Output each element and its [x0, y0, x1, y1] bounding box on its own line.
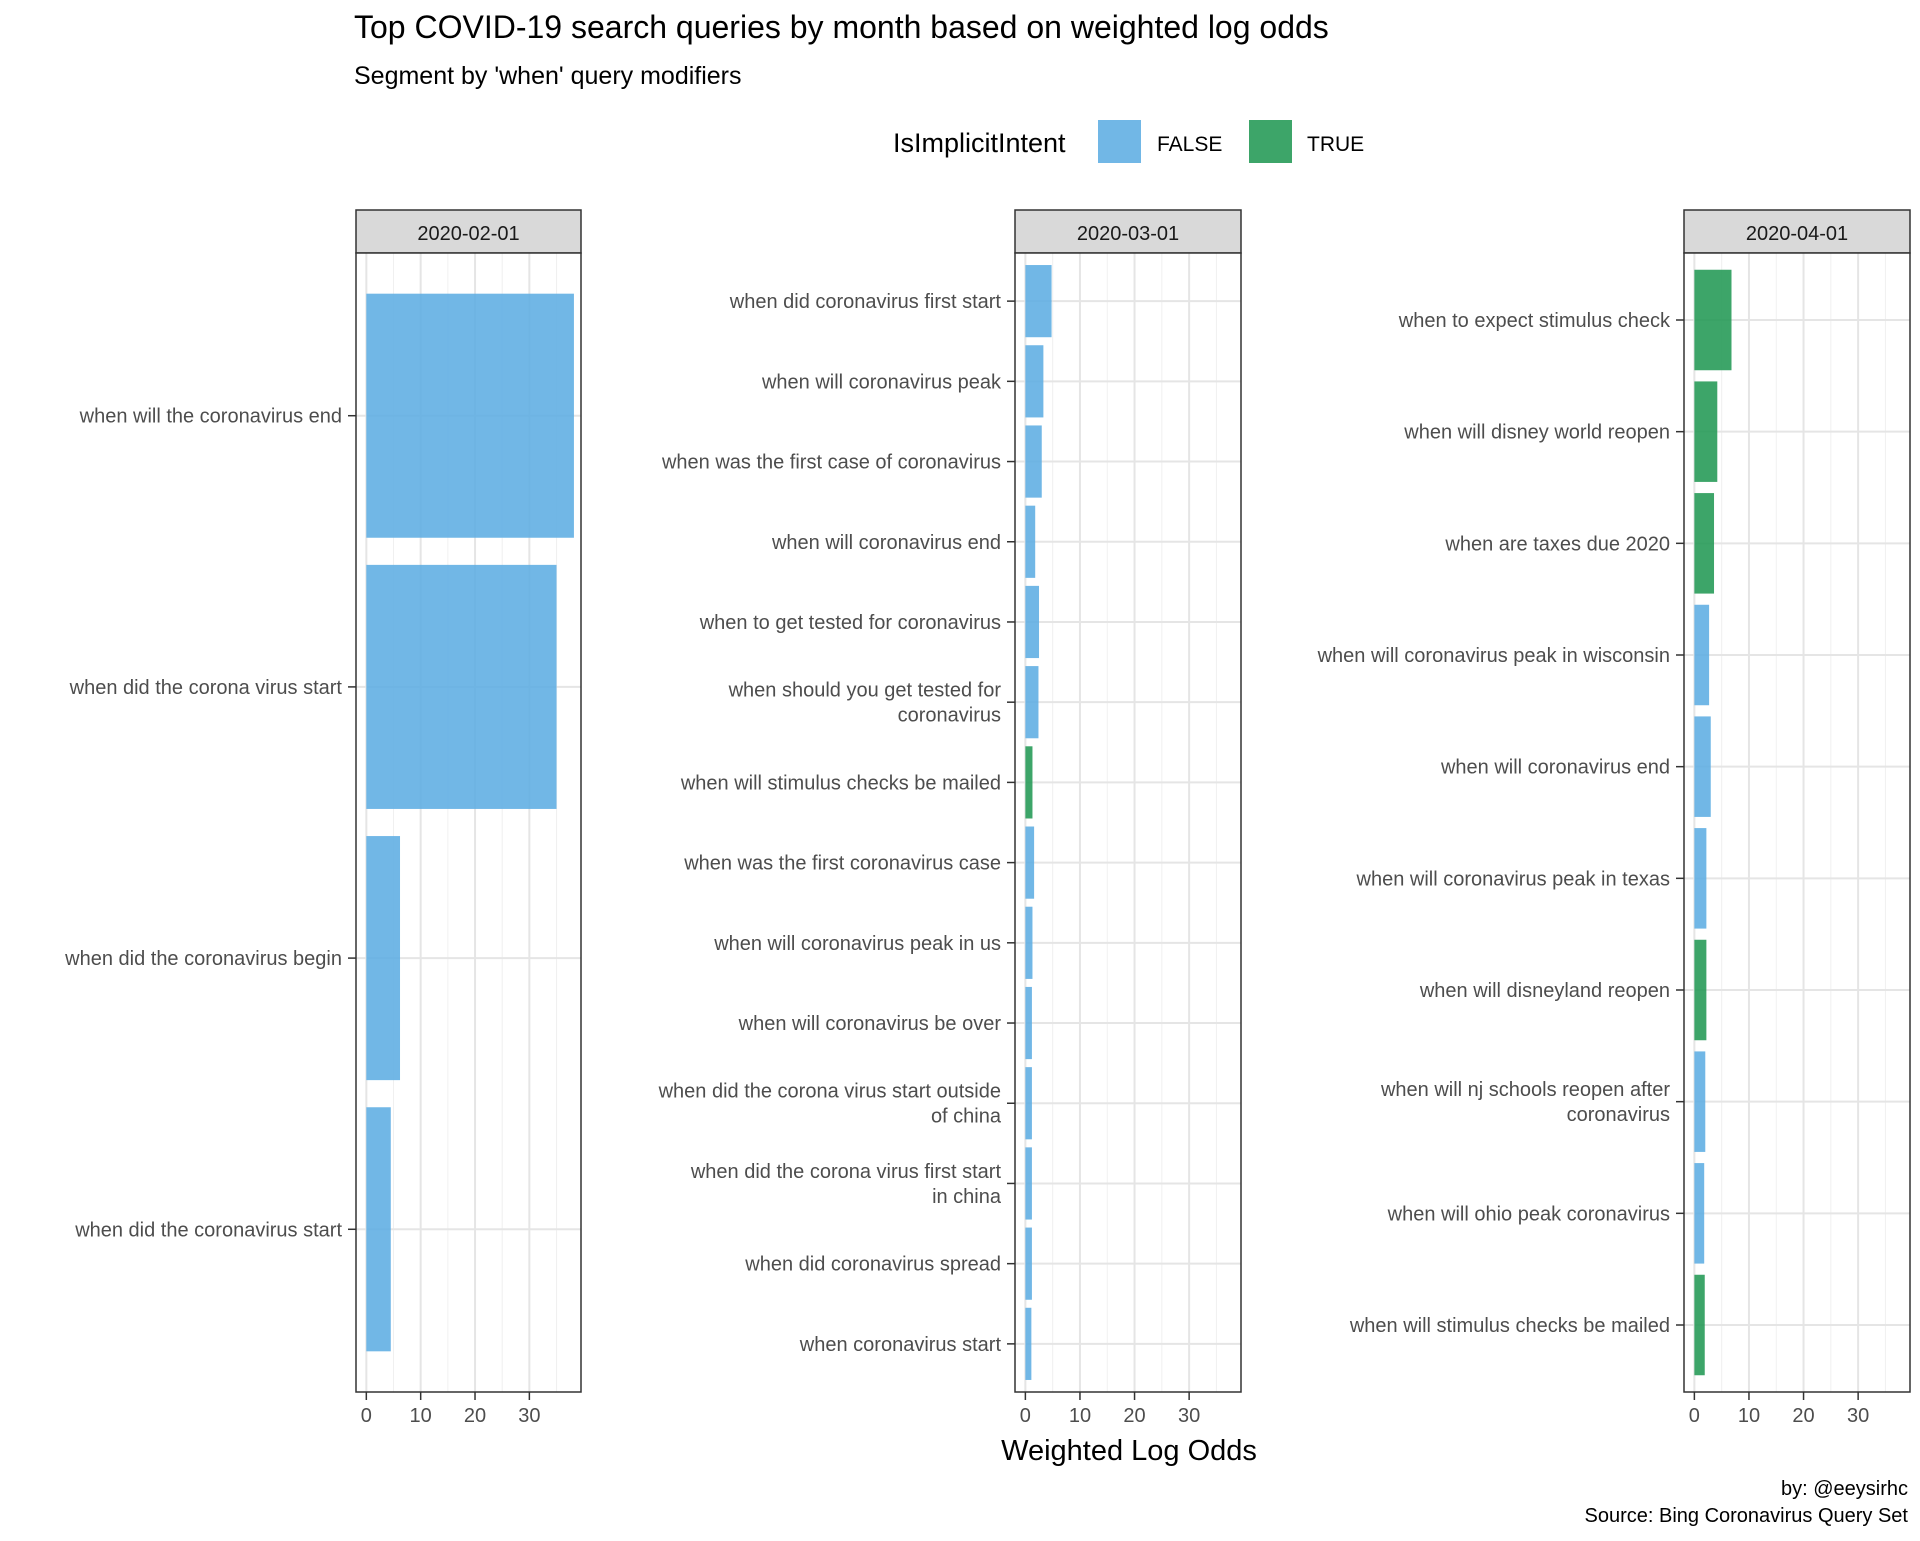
category-label: when should you get tested for coronaviru…: [728, 680, 1002, 727]
facet-strip-label: 2020-02-01: [417, 223, 519, 245]
category-label: when to get tested for coronavirus: [699, 612, 1001, 634]
category-label: when will disney world reopen: [1403, 422, 1670, 444]
category-label: when will coronavirus peak in wisconsin: [1317, 645, 1670, 667]
bar: [1025, 1067, 1032, 1140]
category-label: when will coronavirus end: [771, 532, 1001, 554]
x-tick-label: 0: [1689, 1405, 1700, 1427]
caption-source: Source: Bing Coronavirus Query Set: [1585, 1505, 1909, 1527]
category-label: when will nj schools reopen after coronav…: [1380, 1079, 1670, 1126]
x-tick-label: 20: [464, 1405, 486, 1427]
category-label: when will coronavirus end: [1440, 757, 1670, 779]
bar: [1025, 1307, 1032, 1380]
facet-strip-label: 2020-04-01: [1746, 223, 1848, 245]
category-label: when did the corona virus start outside o…: [658, 1081, 1002, 1128]
legend-title: IsImplicitIntent: [893, 128, 1066, 158]
x-tick-label: 0: [361, 1405, 372, 1427]
bar: [1025, 746, 1033, 819]
x-tick-label: 10: [1069, 1405, 1091, 1427]
caption-author: by: @eeysirhc: [1781, 1478, 1908, 1500]
facet-strip-label: 2020-03-01: [1077, 223, 1179, 245]
facet-panel-3: 2020-04-01 when to expect stimulus check w…: [1317, 209, 1911, 1427]
facet-strip: [1014, 209, 1242, 254]
category-label: when to expect stimulus check: [1398, 310, 1671, 332]
bar: [1694, 1274, 1705, 1376]
x-tick-label: 30: [1178, 1405, 1200, 1427]
bar: [366, 836, 401, 1081]
x-axis-label: Weighted Log Odds: [1001, 1435, 1257, 1467]
legend: IsImplicitIntent FALSE TRUE: [893, 120, 1364, 163]
category-label: when are taxes due 2020: [1444, 533, 1670, 555]
bar: [1025, 986, 1032, 1060]
bar: [1025, 906, 1033, 979]
panel-border: [1683, 252, 1911, 1393]
category-label: when was the first case of coronavirus: [661, 452, 1001, 474]
bar: [1025, 666, 1039, 739]
bar: [1025, 585, 1040, 659]
bar: [1694, 493, 1715, 594]
category-label: when did the corona virus first start in …: [690, 1161, 1002, 1208]
facet-panel-2: 2020-03-01 when did coronavirus first sta…: [658, 209, 1242, 1427]
x-tick-label: 0: [1020, 1405, 1031, 1427]
bar: [1694, 828, 1707, 929]
category-label: when will stimulus checks be mailed: [1349, 1315, 1670, 1337]
bar: [1025, 425, 1042, 498]
facet-panel-1: 2020-02-01 when will the coronavirus end w…: [64, 209, 582, 1427]
category-label: when will disneyland reopen: [1419, 980, 1670, 1002]
bar: [1694, 381, 1718, 482]
x-tick-label: 10: [1738, 1405, 1760, 1427]
bar: [1025, 345, 1044, 418]
legend-label-false: FALSE: [1157, 133, 1222, 156]
facet-panels: 2020-02-01 when will the coronavirus end w…: [64, 209, 1911, 1427]
bar: [1025, 1147, 1032, 1220]
x-tick-label: 30: [1847, 1405, 1869, 1427]
x-tick-label: 20: [1792, 1405, 1814, 1427]
x-tick-label: 30: [518, 1405, 540, 1427]
x-tick-label: 10: [410, 1405, 432, 1427]
facet-strip: [355, 209, 582, 254]
bar: [1694, 604, 1710, 706]
chart-title: Top COVID-19 search queries by month bas…: [354, 9, 1329, 45]
bar: [1694, 716, 1711, 817]
panel-background: [1015, 253, 1241, 1392]
category-label: when did coronavirus spread: [744, 1254, 1001, 1276]
bar: [1694, 1051, 1706, 1152]
category-label: when did the coronavirus begin: [64, 948, 342, 970]
category-label: when will the coronavirus end: [79, 406, 342, 428]
bar: [1025, 505, 1036, 578]
panel-border: [1014, 252, 1242, 1393]
category-label: when will coronavirus be over: [738, 1013, 1002, 1035]
panel-background: [1684, 253, 1910, 1392]
bar: [366, 1107, 391, 1352]
x-tick-label: 20: [1123, 1405, 1145, 1427]
bar: [1694, 269, 1732, 371]
category-label: when will stimulus checks be mailed: [680, 772, 1001, 794]
category-label: when will ohio peak coronavirus: [1387, 1203, 1670, 1225]
legend-swatch-true: [1249, 120, 1292, 163]
category-label: when coronavirus start: [799, 1334, 1002, 1356]
category-label: when did coronavirus first start: [729, 291, 1002, 313]
bar: [1025, 265, 1052, 338]
bar: [366, 293, 574, 538]
category-label: when will coronavirus peak in texas: [1356, 868, 1671, 890]
legend-label-true: TRUE: [1307, 133, 1364, 156]
bar: [1025, 1227, 1032, 1300]
category-label: when was the first coronavirus case: [683, 853, 1001, 875]
bar: [1694, 939, 1707, 1041]
category-label: when did the coronavirus start: [74, 1219, 342, 1241]
category-label: when will coronavirus peak: [761, 371, 1002, 393]
legend-swatch-false: [1098, 120, 1141, 163]
panel-border: [355, 252, 582, 1393]
bar: [1025, 826, 1035, 899]
category-label: when will coronavirus peak in us: [713, 933, 1001, 955]
category-label: when did the corona virus start: [69, 677, 343, 699]
chart-subtitle: Segment by 'when' query modifiers: [354, 62, 742, 90]
bar: [366, 564, 557, 809]
bar: [1694, 1163, 1705, 1264]
facet-strip: [1683, 209, 1911, 254]
